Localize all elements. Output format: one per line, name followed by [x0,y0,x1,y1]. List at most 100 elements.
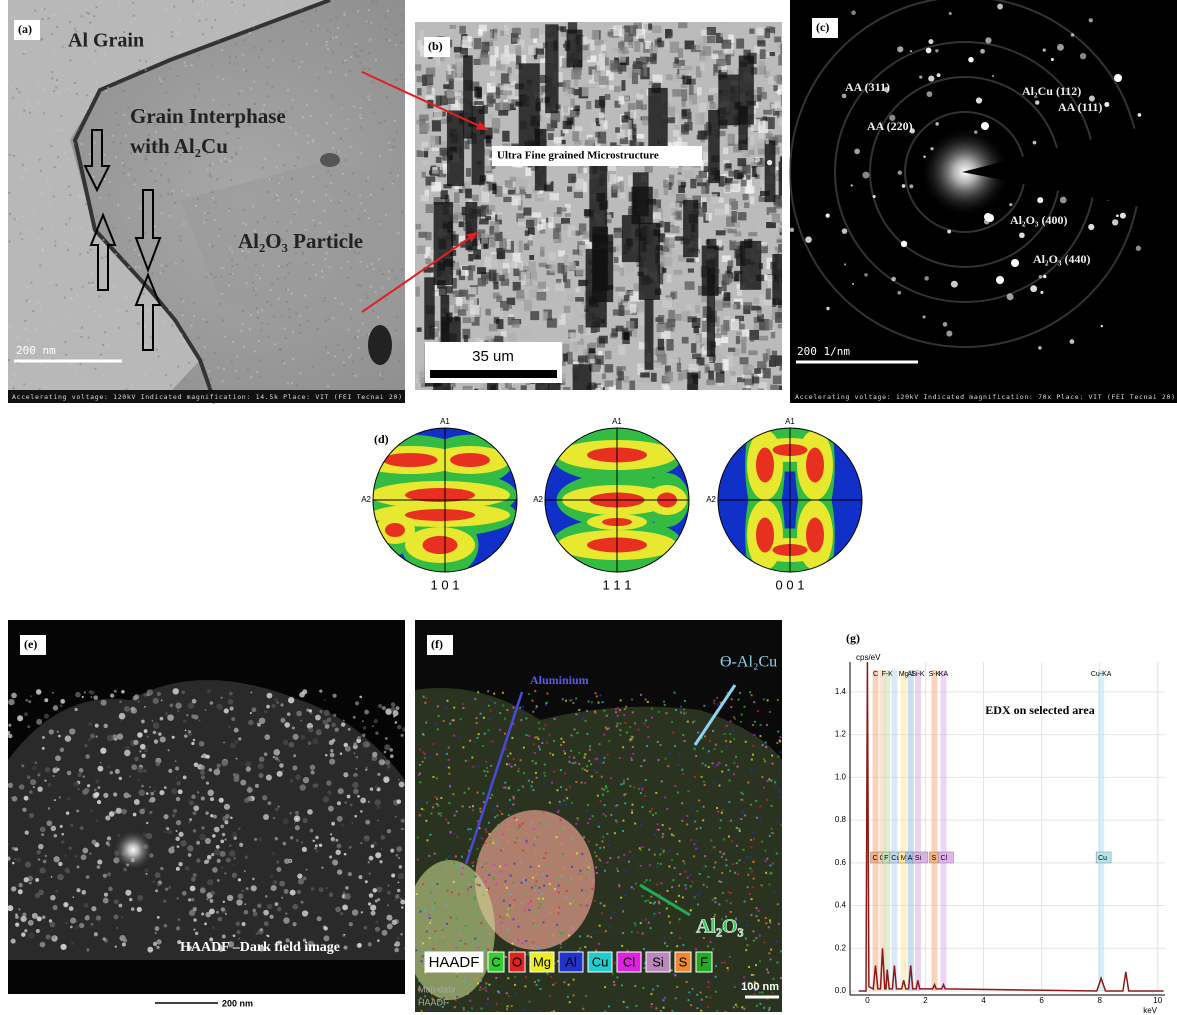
map-pixel [507,908,509,910]
grain [491,259,498,269]
speckle [211,65,213,67]
speckle [9,109,11,111]
map-pixel [454,1006,456,1008]
particle [61,833,64,836]
grain [518,219,526,227]
particle [273,749,280,756]
map-pixel [549,911,551,913]
grain [781,95,787,106]
map-pixel [756,907,758,909]
map-pixel [542,873,544,875]
map-pixel [654,834,656,836]
speckle [335,36,337,38]
map-pixel [480,922,482,924]
particle [276,867,281,872]
grain [688,268,694,272]
speckle [9,326,11,328]
speckle [91,282,93,284]
particle [365,880,368,883]
map-pixel [604,757,606,759]
particle [77,866,80,869]
grain [772,351,777,359]
map-pixel [642,895,644,897]
map-pixel [755,964,757,966]
particle [114,738,117,741]
speckle [70,363,72,365]
particle [206,898,209,901]
speckle [174,202,176,204]
speckle [34,10,36,12]
speckle [133,183,135,185]
particle [352,782,358,788]
diffraction-spot [897,46,903,52]
grain [510,177,517,182]
map-pixel [657,823,659,825]
map-pixel [707,876,709,878]
map-pixel [535,874,537,876]
grain [489,270,497,282]
map-pixel [630,757,632,759]
particle [293,734,299,740]
grain [574,67,582,75]
grain [575,287,580,292]
particle [28,932,34,938]
speckle [157,355,159,357]
speckle [154,180,156,182]
grain [419,115,429,121]
map-pixel [469,838,471,840]
speckle [195,205,197,207]
particle [29,882,32,885]
speckle [101,257,103,259]
grain [696,175,703,182]
particle [244,870,246,872]
map-pixel [731,840,733,842]
particle [391,874,395,878]
grain [485,216,491,220]
map-pixel [681,769,683,771]
map-pixel [759,735,761,737]
map-pixel [538,865,540,867]
particle [36,929,40,933]
particle [369,893,373,897]
speckle [221,49,223,51]
speckle [350,317,352,319]
map-pixel [658,829,660,831]
diffraction-spot [946,331,952,337]
particle [280,703,283,706]
map-pixel [596,771,598,773]
particle [188,703,194,709]
diffraction-spot [826,307,829,310]
figure: (a)Al GrainGrain Interphasewith Al₂CuAl₂… [0,0,1177,1015]
grain [752,377,759,384]
map-pixel [512,803,514,805]
particle [389,748,393,752]
map-pixel [579,947,581,949]
speckle [376,2,378,4]
map-pixel [489,841,491,843]
particle [191,898,194,901]
map-pixel [721,751,723,753]
speckle [55,130,57,132]
speckle [245,70,247,72]
speckle [359,114,361,116]
speckle [224,158,226,160]
map-pixel [603,813,605,815]
grain [653,212,662,219]
map-pixel [659,912,661,914]
grain [649,45,657,53]
map-pixel [641,789,643,791]
particle [337,816,343,822]
grain [652,206,658,212]
diffraction-spot [852,283,854,285]
particle [6,857,10,861]
grain [564,279,571,288]
grain [431,182,441,192]
particle [44,714,49,719]
particle [41,833,44,836]
speckle [223,368,225,370]
map-pixel [700,776,702,778]
grain [768,77,774,85]
particle [131,707,136,712]
map-pixel [446,904,448,906]
grain [432,120,441,131]
